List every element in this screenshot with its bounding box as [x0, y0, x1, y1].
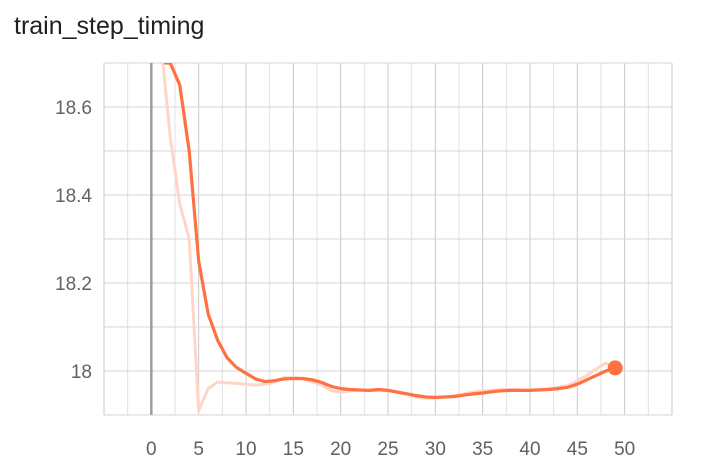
x-tick-label: 40 [519, 439, 540, 460]
series-group [161, 63, 617, 413]
x-tick-label: 15 [283, 439, 304, 460]
x-tick-label: 35 [472, 439, 493, 460]
x-tick-label: 5 [193, 439, 204, 460]
y-tick-label: 18.2 [55, 274, 92, 295]
x-axis-ticks: 0 5 10 15 20 25 30 35 40 45 50 [146, 439, 635, 460]
last-point-marker[interactable] [607, 360, 623, 376]
x-tick-label: 30 [425, 439, 446, 460]
x-tick-label: 10 [235, 439, 256, 460]
y-tick-label: 18.6 [55, 98, 92, 119]
y-axis-ticks: 18 18.2 18.4 18.6 [55, 98, 92, 383]
series-line-smoothed [163, 63, 617, 399]
x-tick-label: 0 [146, 439, 157, 460]
y-tick-label: 18.4 [55, 186, 92, 207]
x-tick-label: 25 [377, 439, 398, 460]
grid-lines [103, 62, 673, 416]
chart-title: train_step_timing [14, 12, 205, 40]
x-tick-label: 50 [614, 439, 635, 460]
series-markers [607, 360, 623, 376]
y-tick-label: 18 [71, 362, 92, 383]
x-tick-label: 20 [330, 439, 351, 460]
x-tick-label: 45 [567, 439, 588, 460]
